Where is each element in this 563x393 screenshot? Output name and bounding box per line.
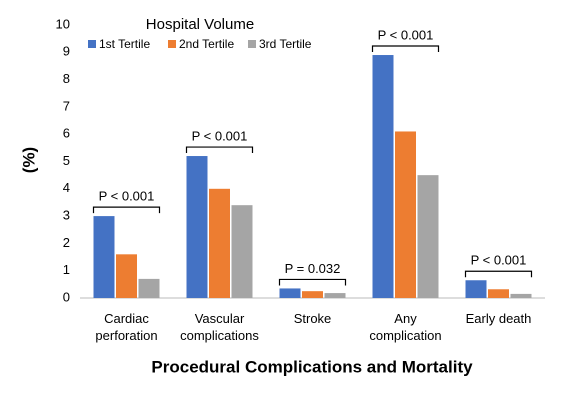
y-tick-label: 9 [63,44,70,59]
p-value-label: P < 0.001 [471,253,527,268]
p-value-label: P < 0.001 [99,189,155,204]
y-tick-label: 8 [63,71,70,86]
p-value-label: P < 0.001 [378,27,434,42]
x-tick-label: Vascular complications [180,311,259,343]
bar [279,288,301,298]
bar [93,216,115,298]
legend-label: 2nd Tertile [179,37,234,51]
y-tick-label: 5 [63,153,70,168]
y-tick-label: 3 [63,208,70,223]
significance-bracket [92,206,161,214]
legend-label: 3rd Tertile [259,37,312,51]
bar [324,293,346,298]
x-axis-title: Procedural Complications and Mortality [151,357,473,376]
bar [209,188,230,298]
y-tick-label: 1 [63,262,70,277]
x-tick-label: Any complication [369,311,441,343]
y-tick-label: 2 [63,235,70,250]
y-axis-title: (%) [19,147,38,173]
p-value-label: P = 0.032 [285,261,341,276]
legend-swatch [248,40,256,48]
y-tick-label: 6 [63,126,70,141]
bar [116,254,137,298]
bar [395,131,416,298]
significance-bracket [371,45,440,53]
x-tick-label: Stroke [294,311,332,326]
y-tick-label: 4 [63,180,70,195]
y-tick-label: 7 [63,98,70,113]
bar [138,278,160,298]
bar [302,291,323,298]
significance-bracket [185,146,254,154]
bar [488,289,509,298]
significance-bracket [278,278,347,286]
bar [186,156,208,298]
y-tick-label: 0 [63,289,70,304]
legend-swatch [88,40,96,48]
bar [231,205,253,298]
p-value-label: P < 0.001 [192,128,248,143]
bar [372,55,394,298]
bar [510,293,532,298]
y-tick-label: 10 [56,16,70,31]
legend-swatch [168,40,176,48]
x-tick-label: Cardiac perforation [95,311,157,343]
legend-title: Hospital Volume [146,16,254,33]
bar [465,280,487,298]
bar [417,175,439,298]
x-tick-label: Early death [466,311,532,326]
legend-label: 1st Tertile [99,37,150,51]
significance-bracket [464,270,533,278]
